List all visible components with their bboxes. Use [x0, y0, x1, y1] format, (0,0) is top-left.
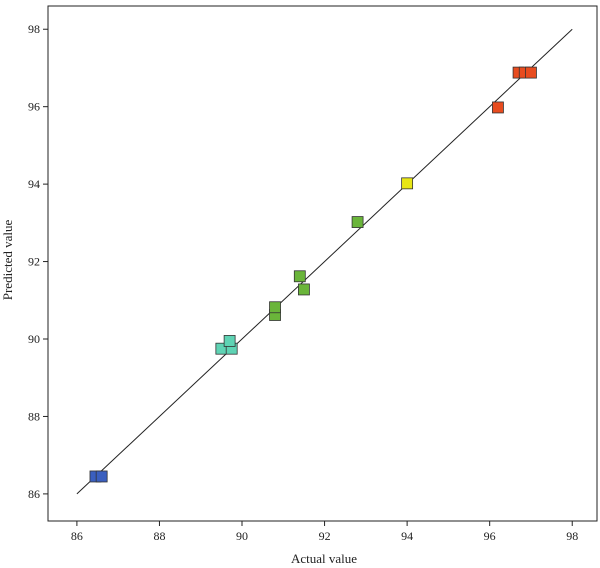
y-tick-label: 98: [28, 22, 40, 36]
data-point-9: [298, 283, 310, 296]
data-point-15: [525, 66, 537, 79]
x-tick-label: 86: [71, 529, 83, 543]
reference-line: [76, 28, 573, 495]
x-tick-label: 94: [401, 529, 413, 543]
data-point-12: [492, 101, 504, 114]
y-tick-label: 90: [28, 332, 40, 346]
data-point-2: [95, 470, 108, 483]
data-point-5: [223, 335, 236, 347]
data-point-10: [351, 216, 364, 228]
data-point-8: [293, 270, 306, 283]
x-axis-title: Actual value: [291, 551, 357, 566]
y-tick-label: 92: [28, 255, 40, 269]
data-point-7: [269, 301, 281, 314]
y-tick-label: 94: [28, 177, 40, 191]
y-tick-label: 86: [28, 487, 40, 501]
x-tick-label: 88: [153, 529, 165, 543]
x-tick-label: 98: [566, 529, 578, 543]
y-tick-label: 96: [28, 100, 40, 114]
y-axis-title: Predicted value: [0, 220, 15, 301]
x-tick-label: 92: [319, 529, 331, 543]
y-tick-label: 88: [28, 409, 40, 423]
x-tick-label: 96: [484, 529, 496, 543]
data-point-11: [401, 177, 414, 190]
x-tick-label: 90: [236, 529, 248, 543]
